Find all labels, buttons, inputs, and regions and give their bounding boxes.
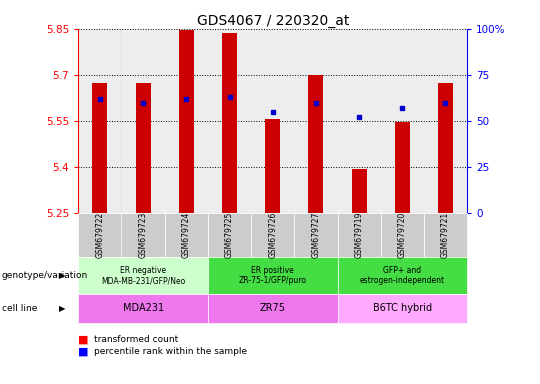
Text: MDA231: MDA231 <box>123 303 164 313</box>
Bar <box>251 29 294 213</box>
Text: ▶: ▶ <box>59 271 65 280</box>
Text: GSM679723: GSM679723 <box>139 212 147 258</box>
Bar <box>78 29 122 213</box>
Bar <box>294 29 338 213</box>
Text: ■: ■ <box>78 346 89 356</box>
Bar <box>438 83 453 213</box>
Text: transformed count: transformed count <box>94 335 179 344</box>
Bar <box>308 75 323 213</box>
Text: GSM679722: GSM679722 <box>96 212 104 258</box>
Text: cell line: cell line <box>2 304 37 313</box>
Bar <box>381 29 424 213</box>
Text: ▶: ▶ <box>59 304 65 313</box>
Bar <box>352 169 367 213</box>
Text: genotype/variation: genotype/variation <box>2 271 88 280</box>
Text: ZR75: ZR75 <box>260 303 286 313</box>
Text: GSM679724: GSM679724 <box>182 212 191 258</box>
Text: GSM679720: GSM679720 <box>398 212 407 258</box>
Title: GDS4067 / 220320_at: GDS4067 / 220320_at <box>197 14 349 28</box>
Text: ER positive
ZR-75-1/GFP/puro: ER positive ZR-75-1/GFP/puro <box>239 266 307 285</box>
Text: ER negative
MDA-MB-231/GFP/Neo: ER negative MDA-MB-231/GFP/Neo <box>101 266 185 285</box>
Bar <box>165 29 208 213</box>
Bar <box>222 33 237 213</box>
Text: GSM679726: GSM679726 <box>268 212 277 258</box>
Text: GSM679727: GSM679727 <box>312 212 320 258</box>
Bar <box>92 83 107 213</box>
Text: ■: ■ <box>78 335 89 345</box>
Bar <box>122 29 165 213</box>
Text: GSM679721: GSM679721 <box>441 212 450 258</box>
Text: GSM679719: GSM679719 <box>355 212 363 258</box>
Bar <box>424 29 467 213</box>
Text: percentile rank within the sample: percentile rank within the sample <box>94 347 248 356</box>
Text: B6TC hybrid: B6TC hybrid <box>373 303 432 313</box>
Bar <box>208 29 251 213</box>
Text: GSM679725: GSM679725 <box>225 212 234 258</box>
Bar <box>265 119 280 213</box>
Bar <box>179 30 194 213</box>
Bar <box>395 122 410 213</box>
Bar <box>338 29 381 213</box>
Text: GFP+ and
estrogen-independent: GFP+ and estrogen-independent <box>360 266 445 285</box>
Bar <box>136 83 151 213</box>
